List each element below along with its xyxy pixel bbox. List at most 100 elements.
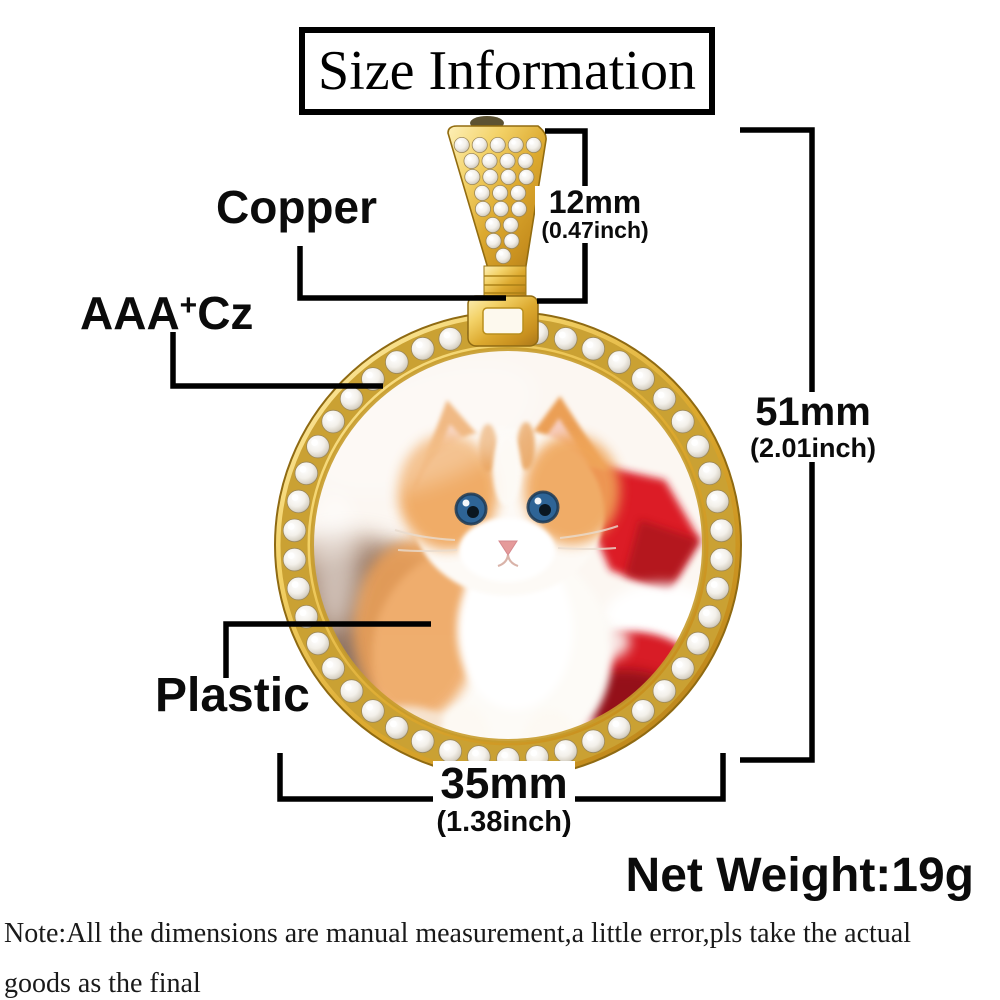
- cz-stone-sparkle: [558, 743, 566, 751]
- cz-stone: [489, 136, 506, 153]
- cz-stone: [463, 152, 480, 169]
- cz-stone-sparkle: [710, 581, 718, 588]
- cz-stone: [282, 547, 307, 572]
- pendant-height-mm: 51mm: [755, 390, 871, 434]
- cz-stone-sparkle: [495, 188, 501, 193]
- cz-stone: [607, 350, 631, 374]
- cz-stone-sparkle: [514, 204, 519, 209]
- cz-stone-sparkle: [657, 391, 665, 399]
- cz-stone-sparkle: [503, 172, 509, 177]
- cz-stone: [510, 184, 527, 201]
- cz-stone: [709, 518, 734, 543]
- cz-stone: [518, 168, 535, 185]
- cz-stone: [507, 136, 524, 153]
- cz-stone: [485, 232, 502, 249]
- cz-stone: [438, 327, 463, 351]
- cz-stone: [553, 327, 578, 351]
- cz-stone: [321, 409, 345, 434]
- cz-stone: [484, 216, 501, 233]
- cz-stone: [705, 489, 730, 514]
- cz-label-plus: +: [179, 289, 198, 322]
- cz-stone: [503, 232, 520, 249]
- cz-stone-sparkle: [484, 156, 490, 161]
- cz-stone-sparkle: [291, 494, 299, 501]
- net-weight-label: Net Weight:19g: [625, 849, 974, 902]
- kitten-eyes: [454, 490, 560, 526]
- cz-stone: [474, 200, 491, 217]
- cz-stone-sparkle: [311, 636, 318, 643]
- cz-stone-sparkle: [287, 522, 295, 530]
- cz-stone-sparkle: [344, 683, 352, 691]
- cz-stone-sparkle: [415, 733, 423, 741]
- plastic-pointer-line: [223, 621, 431, 678]
- cz-stone: [495, 247, 512, 264]
- cz-stone-sparkle: [702, 465, 710, 473]
- cz-stone: [686, 631, 710, 656]
- cz-stone-sparkle: [472, 749, 479, 757]
- cz-stone: [482, 168, 499, 185]
- cz-stone: [339, 387, 364, 411]
- cz-stone-sparkle: [457, 140, 462, 145]
- copper-material-label: Copper: [216, 181, 377, 233]
- cz-stone-sparkle: [506, 220, 511, 225]
- pendant-width-dimension: 35mm (1.38inch): [433, 761, 575, 837]
- plate-grooves: [484, 275, 526, 294]
- cz-stone: [464, 168, 481, 185]
- cz-stone-sparkle: [612, 720, 620, 728]
- cz-stone-sparkle: [702, 609, 710, 617]
- cz-stone-sparkle: [636, 703, 644, 711]
- cz-stone: [525, 136, 542, 153]
- cz-stone-sparkle: [311, 439, 318, 446]
- cz-stone: [471, 136, 488, 153]
- cz-stone-sparkle: [299, 465, 307, 473]
- cz-stone-sparkle: [366, 371, 373, 379]
- cz-stone-sparkle: [513, 188, 519, 193]
- cz-stone-sparkle: [488, 220, 493, 225]
- cz-stone-sparkle: [657, 683, 665, 691]
- cz-stone: [517, 152, 534, 169]
- cz-stone-sparkle: [287, 552, 295, 560]
- cz-stone-sparkle: [675, 660, 683, 668]
- cz-stone: [282, 518, 307, 543]
- cz-stone-sparkle: [443, 743, 451, 751]
- cz-stone: [499, 152, 516, 169]
- cz-stone: [321, 656, 345, 681]
- cz-stone: [607, 716, 631, 740]
- cz-stone-sparkle: [530, 749, 538, 757]
- cz-stone-sparkle: [529, 140, 534, 145]
- plastic-material-label: Plastic: [155, 669, 310, 722]
- cz-stone-sparkle: [488, 236, 494, 241]
- cz-stone: [453, 136, 470, 153]
- cz-stone: [385, 350, 409, 374]
- cz-stone-sparkle: [466, 156, 472, 161]
- cz-stone-sparkle: [710, 494, 718, 501]
- cz-stone: [510, 200, 527, 217]
- cz-stone-sparkle: [326, 414, 334, 422]
- cz-stone-sparkle: [501, 751, 508, 759]
- bail-width-inch: (0.47inch): [541, 217, 649, 244]
- cz-stone-sparkle: [496, 204, 501, 209]
- cz-stone: [697, 604, 722, 629]
- cz-stone-sparkle: [520, 156, 526, 161]
- cz-stone: [410, 336, 435, 361]
- cz-stone-sparkle: [389, 354, 397, 362]
- cz-stone: [286, 489, 311, 514]
- bail-width-dimension: 12mm (0.47inch): [535, 185, 655, 244]
- pendant-width-mm: 35mm: [440, 759, 568, 808]
- cz-stone-sparkle: [636, 371, 644, 379]
- cz-stone-sparkle: [612, 354, 620, 362]
- cz-stone: [481, 152, 498, 169]
- cz-stone-sparkle: [366, 703, 373, 711]
- cz-material-label: AAA+Cz: [80, 286, 253, 340]
- cz-stone-sparkle: [326, 660, 334, 668]
- cz-stone: [697, 461, 722, 486]
- pendant-height-dimension: 51mm (2.01inch): [744, 390, 882, 462]
- size-info-title-box: Size Information: [299, 27, 715, 115]
- cz-stone-ring: [282, 319, 734, 771]
- cz-stone-sparkle: [714, 552, 722, 560]
- cz-stone: [339, 679, 364, 703]
- cz-stone: [286, 576, 311, 601]
- cz-stone-sparkle: [511, 140, 516, 145]
- copper-pointer-line: [297, 246, 506, 301]
